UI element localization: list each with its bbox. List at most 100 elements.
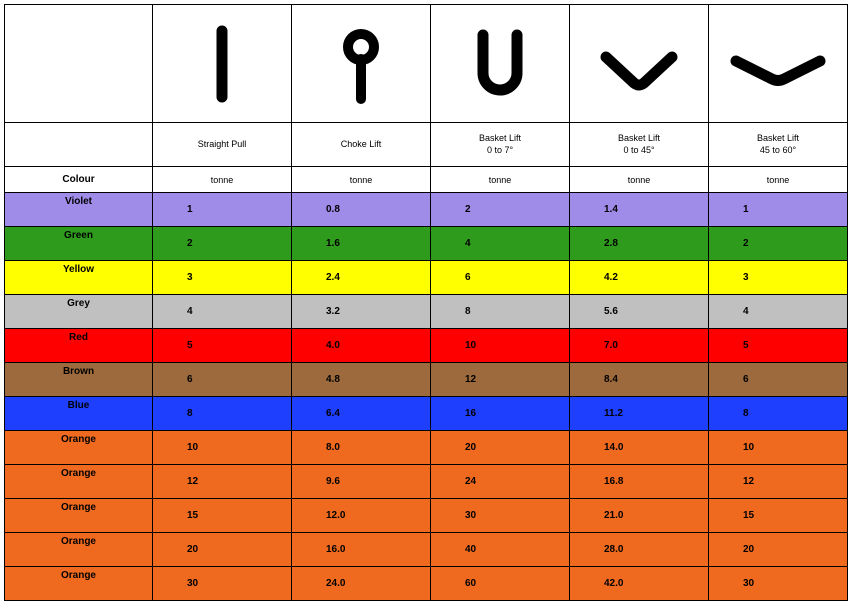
value-cell: 40: [431, 533, 570, 567]
value-cell: 3.2: [292, 295, 431, 329]
value-cell: 20: [709, 533, 848, 567]
value-cell: 3: [709, 261, 848, 295]
icon-straight-pull: [153, 5, 292, 123]
value-cell: 2.8: [570, 227, 709, 261]
unit-cell: tonne: [153, 167, 292, 193]
label-col-2: Basket Lift 0 to 7°: [431, 123, 570, 167]
colour-name-cell: Orange: [5, 465, 153, 499]
colour-name-cell: Brown: [5, 363, 153, 397]
value-cell: 2.4: [292, 261, 431, 295]
value-cell: 15: [153, 499, 292, 533]
value-cell: 5.6: [570, 295, 709, 329]
table-row: Orange1512.03021.015: [5, 499, 848, 533]
value-cell: 6: [709, 363, 848, 397]
value-cell: 12: [153, 465, 292, 499]
value-cell: 4.2: [570, 261, 709, 295]
col-label: Basket Lift: [479, 133, 521, 143]
value-cell: 5: [709, 329, 848, 363]
value-cell: 16: [431, 397, 570, 431]
label-col-1: Choke Lift: [292, 123, 431, 167]
value-cell: 12: [709, 465, 848, 499]
label-col-0: Straight Pull: [153, 123, 292, 167]
value-cell: 1.6: [292, 227, 431, 261]
value-cell: 2: [153, 227, 292, 261]
label-row: Straight Pull Choke Lift Basket Lift 0 t…: [5, 123, 848, 167]
choke-lift-icon: [331, 21, 391, 107]
icon-basket-0-45: [570, 5, 709, 123]
value-cell: 4: [153, 295, 292, 329]
value-cell: 10: [153, 431, 292, 465]
table-row: Red54.0107.05: [5, 329, 848, 363]
value-cell: 9.6: [292, 465, 431, 499]
table-row: Green21.642.82: [5, 227, 848, 261]
value-cell: 30: [153, 567, 292, 601]
value-cell: 10: [431, 329, 570, 363]
value-cell: 8.4: [570, 363, 709, 397]
value-cell: 6: [431, 261, 570, 295]
icon-basket-0-7: [431, 5, 570, 123]
value-cell: 8.0: [292, 431, 431, 465]
label-col-3: Basket Lift 0 to 45°: [570, 123, 709, 167]
value-cell: 4: [431, 227, 570, 261]
colour-name-cell: Red: [5, 329, 153, 363]
value-cell: 8: [153, 397, 292, 431]
icon-blank: [5, 5, 153, 123]
value-cell: 30: [431, 499, 570, 533]
table-row: Orange129.62416.812: [5, 465, 848, 499]
col-label: Basket Lift: [618, 133, 660, 143]
value-cell: 1: [709, 193, 848, 227]
colour-name-cell: Orange: [5, 431, 153, 465]
table-row: Orange2016.04028.020: [5, 533, 848, 567]
value-cell: 10: [709, 431, 848, 465]
col-label: Basket Lift: [757, 133, 799, 143]
table-row: Orange3024.06042.030: [5, 567, 848, 601]
value-cell: 20: [153, 533, 292, 567]
sling-capacity-table: Straight Pull Choke Lift Basket Lift 0 t…: [4, 4, 848, 601]
basket-wide-icon: [594, 21, 684, 107]
value-cell: 30: [709, 567, 848, 601]
value-cell: 15: [709, 499, 848, 533]
value-cell: 28.0: [570, 533, 709, 567]
value-cell: 1: [153, 193, 292, 227]
unit-cell: tonne: [709, 167, 848, 193]
unit-cell: tonne: [292, 167, 431, 193]
basket-u-icon: [465, 21, 535, 107]
unit-row: Colour tonne tonne tonne tonne tonne: [5, 167, 848, 193]
basket-flat-icon: [726, 21, 830, 107]
value-cell: 6: [153, 363, 292, 397]
col-sublabel: 45 to 60°: [760, 145, 796, 155]
table-row: Violet10.821.41: [5, 193, 848, 227]
value-cell: 0.8: [292, 193, 431, 227]
icon-basket-45-60: [709, 5, 848, 123]
value-cell: 14.0: [570, 431, 709, 465]
value-cell: 60: [431, 567, 570, 601]
table-row: Brown64.8128.46: [5, 363, 848, 397]
label-blank: [5, 123, 153, 167]
value-cell: 24.0: [292, 567, 431, 601]
value-cell: 2: [431, 193, 570, 227]
icon-choke-lift: [292, 5, 431, 123]
value-cell: 21.0: [570, 499, 709, 533]
value-cell: 1.4: [570, 193, 709, 227]
colour-name-cell: Yellow: [5, 261, 153, 295]
value-cell: 4: [709, 295, 848, 329]
colour-name-cell: Green: [5, 227, 153, 261]
value-cell: 12.0: [292, 499, 431, 533]
unit-cell: tonne: [570, 167, 709, 193]
value-cell: 11.2: [570, 397, 709, 431]
col-label: Choke Lift: [341, 139, 382, 149]
value-cell: 20: [431, 431, 570, 465]
data-body: Violet10.821.41Green21.642.82Yellow32.46…: [5, 193, 848, 601]
value-cell: 24: [431, 465, 570, 499]
unit-cell: tonne: [431, 167, 570, 193]
col-sublabel: 0 to 45°: [623, 145, 654, 155]
value-cell: 6.4: [292, 397, 431, 431]
value-cell: 4.0: [292, 329, 431, 363]
value-cell: 42.0: [570, 567, 709, 601]
table-row: Orange108.02014.010: [5, 431, 848, 465]
colour-header: Colour: [5, 167, 153, 193]
colour-name-cell: Orange: [5, 533, 153, 567]
value-cell: 5: [153, 329, 292, 363]
value-cell: 7.0: [570, 329, 709, 363]
col-label: Straight Pull: [198, 139, 247, 149]
